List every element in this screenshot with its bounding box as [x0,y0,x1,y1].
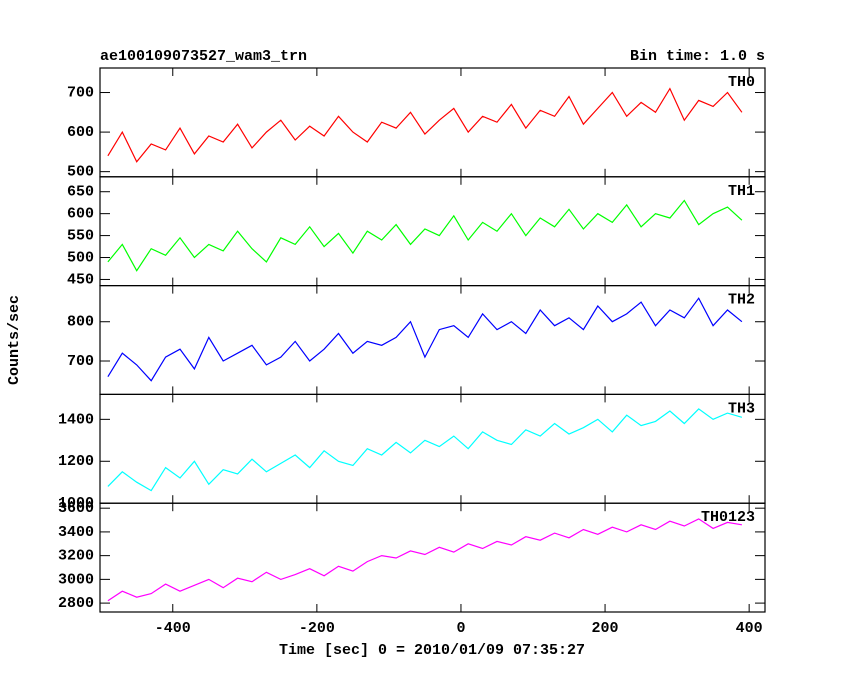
light-curve [107,408,743,492]
panel-label: TH2 [728,292,755,309]
light-curve [107,199,743,272]
x-tick-label: 200 [592,620,619,637]
light-curve [107,87,743,163]
y-tick-label: 600 [67,206,94,223]
y-tick-label: 500 [67,164,94,181]
y-tick-label: 3400 [58,524,94,541]
chart-title: ae100109073527_wam3_trn [100,48,307,65]
y-tick-label: 3200 [58,548,94,565]
y-tick-label: 650 [67,184,94,201]
x-tick-label: -400 [155,620,191,637]
light-curve [107,518,742,602]
panel-label: TH1 [728,183,755,200]
y-tick-label: 3600 [58,500,94,517]
x-axis-label: Time [sec] 0 = 2010/01/09 07:35:27 [279,642,585,659]
panel-frame [99,67,766,178]
chart-subtitle: Bin time: 1.0 s [630,48,765,65]
panel-frame [99,393,766,504]
y-tick-label: 1200 [58,453,94,470]
panel-frame [99,176,766,287]
panel-frame [99,502,766,613]
y-tick-label: 500 [67,249,94,266]
y-tick-label: 800 [67,314,94,331]
panel-label: TH0123 [701,509,755,526]
y-tick-label: 1400 [58,411,94,428]
panel-label: TH3 [728,400,755,417]
x-tick-label: 400 [736,620,763,637]
y-tick-label: 450 [67,271,94,288]
y-tick-label: 550 [67,228,94,245]
y-tick-label: 700 [67,84,94,101]
y-tick-label: 1000 [58,495,94,512]
y-tick-label: 2800 [58,595,94,612]
panel-label: TH0 [728,74,755,91]
x-tick-label: -200 [299,620,335,637]
y-tick-label: 600 [67,124,94,141]
panel-frame [99,285,766,396]
x-tick-label: 0 [456,620,465,637]
y-tick-label: 700 [67,353,94,370]
y-axis-label: Counts/sec [6,295,23,385]
y-tick-label: 3000 [58,571,94,588]
light-curve [107,297,743,382]
